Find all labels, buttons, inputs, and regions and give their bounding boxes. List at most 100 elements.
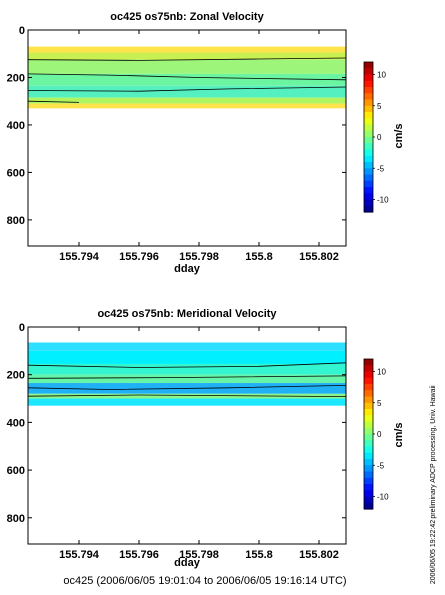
colorbar-tick-label: 10	[377, 368, 386, 377]
y-tick-label: 200	[7, 370, 25, 382]
colorbar-swatch	[364, 452, 373, 460]
meridional-colorbar-label: cm/s	[393, 422, 405, 447]
colorbar-swatch	[364, 446, 373, 454]
colorbar-tick-label: 10	[377, 71, 386, 80]
velocity-band-0	[28, 342, 346, 351]
meridional-plot-area: 155.794 155.796 155.798 155.8 155.802 0 200 400…	[7, 322, 347, 561]
x-tick-label: 155.8	[245, 251, 273, 263]
zonal-colorbar-label: cm/s	[393, 123, 405, 148]
colorbar-swatch	[364, 99, 373, 107]
colorbar-swatch	[364, 93, 373, 101]
colorbar-swatch	[364, 377, 373, 385]
colorbar-swatch	[364, 193, 373, 201]
colorbar-tick-label: -10	[377, 493, 389, 502]
x-tick-label: 155.798	[179, 549, 219, 561]
meridional-chart-title: oc425 os75nb: Meridional Velocity	[97, 308, 277, 320]
y-tick-label: 200	[7, 72, 25, 84]
colorbar-swatch	[364, 484, 373, 491]
colorbar-swatch	[364, 415, 373, 423]
x-tick-label: 155.796	[119, 251, 159, 263]
colorbar-swatch	[364, 409, 373, 416]
colorbar-tick-label: -10	[377, 196, 389, 205]
colorbar-swatch	[364, 496, 373, 504]
generation-timestamp: 2006/06/05 19:22:42	[430, 520, 437, 584]
contour-line-1	[27, 73, 347, 81]
colorbar-swatch	[364, 384, 373, 391]
velocity-band-4	[28, 85, 346, 98]
x-tick-label: 155.802	[299, 251, 339, 263]
colorbar-swatch	[364, 87, 373, 94]
colorbar-swatch	[364, 365, 373, 373]
colorbar-swatch	[364, 471, 373, 479]
colorbar-swatch	[364, 427, 373, 435]
x-tick-label: 155.794	[59, 549, 100, 561]
colorbar-swatch	[364, 402, 373, 410]
velocity-band-2	[28, 59, 346, 74]
y-tick-label: 600	[7, 167, 25, 179]
y-tick-label: 0	[19, 322, 25, 334]
colorbar-tick-label: 0	[377, 430, 382, 439]
colorbar-swatch	[364, 155, 373, 163]
zonal-velocity-panel: oc425 os75nb: Zonal Velocity 155.794 155.…	[7, 11, 405, 275]
y-tick-label: 400	[7, 417, 25, 429]
x-tick-label: 155.794	[59, 251, 100, 263]
colorbar-swatch	[364, 390, 373, 398]
velocity-band-3	[28, 73, 346, 86]
colorbar-tick-label: -5	[377, 461, 385, 470]
colorbar-swatch	[364, 74, 373, 82]
colorbar-swatch	[364, 187, 373, 194]
colorbar-tick-label: -5	[377, 164, 385, 173]
velocity-band-2	[28, 363, 346, 375]
contour-line-0	[27, 57, 347, 61]
colorbar-swatch	[364, 502, 373, 510]
zonal-x-axis-label: dday	[174, 263, 201, 275]
colorbar-swatch	[364, 118, 373, 126]
y-tick-label: 400	[7, 120, 25, 132]
colorbar-swatch	[364, 371, 373, 379]
zonal-plot-area: 155.794 155.796 155.798 155.8 155.802 0 200 400…	[7, 25, 347, 263]
velocity-band-0	[28, 46, 346, 53]
colorbar-swatch	[364, 477, 373, 485]
colorbar-swatch	[364, 434, 373, 441]
contour-line-2	[27, 86, 347, 92]
colorbar-swatch	[364, 137, 373, 144]
colorbar-tick-label: 5	[377, 102, 382, 111]
velocity-band-1	[28, 52, 346, 60]
x-tick-label: 155.798	[179, 251, 219, 263]
colorbar-swatch	[364, 359, 373, 366]
zonal-axis-ticks: 155.794 155.796 155.798 155.8 155.802 0 200 400…	[7, 25, 346, 263]
velocity-band-5	[28, 97, 346, 104]
meridional-axis-ticks: 155.794 155.796 155.798 155.8 155.802 0 200 400…	[7, 322, 346, 561]
contour-line-3	[27, 394, 347, 397]
velocity-band-5	[28, 393, 346, 399]
colorbar-swatch	[364, 105, 373, 113]
x-tick-label: 155.8	[245, 549, 273, 561]
colorbar-swatch	[364, 124, 373, 132]
y-tick-label: 0	[19, 25, 25, 37]
zonal-chart-title: oc425 os75nb: Zonal Velocity	[110, 11, 264, 23]
contour-line-0	[27, 362, 347, 368]
colorbar-swatch	[364, 199, 373, 207]
colorbar-swatch	[364, 80, 373, 88]
contour-line-3	[27, 100, 80, 103]
x-tick-label: 155.802	[299, 549, 339, 561]
contour-line-1	[27, 375, 347, 379]
meridional-colorbar: 10 5 0 -5 -10	[363, 358, 389, 510]
colorbar-swatch	[364, 396, 373, 404]
colorbar-swatch	[364, 130, 373, 138]
velocity-band-1	[28, 350, 346, 364]
y-tick-label: 800	[7, 513, 25, 525]
meridional-x-axis-label: dday	[174, 557, 201, 569]
colorbar-swatch	[364, 490, 373, 498]
zonal-velocity-field	[28, 46, 346, 109]
colorbar-swatch	[364, 440, 373, 448]
contour-line-2	[27, 385, 347, 390]
colorbar-tick-label: 0	[377, 133, 382, 142]
figure-footer: oc425 (2006/06/05 19:01:04 to 2006/06/05…	[63, 575, 346, 587]
meridional-velocity-panel: oc425 os75nb: Meridional Velocity 155.79…	[7, 308, 405, 569]
colorbar-swatch	[364, 465, 373, 473]
colorbar-swatch	[364, 62, 373, 69]
meridional-contours	[27, 362, 347, 397]
colorbar-swatch	[364, 143, 373, 151]
colorbar-swatch	[364, 68, 373, 76]
